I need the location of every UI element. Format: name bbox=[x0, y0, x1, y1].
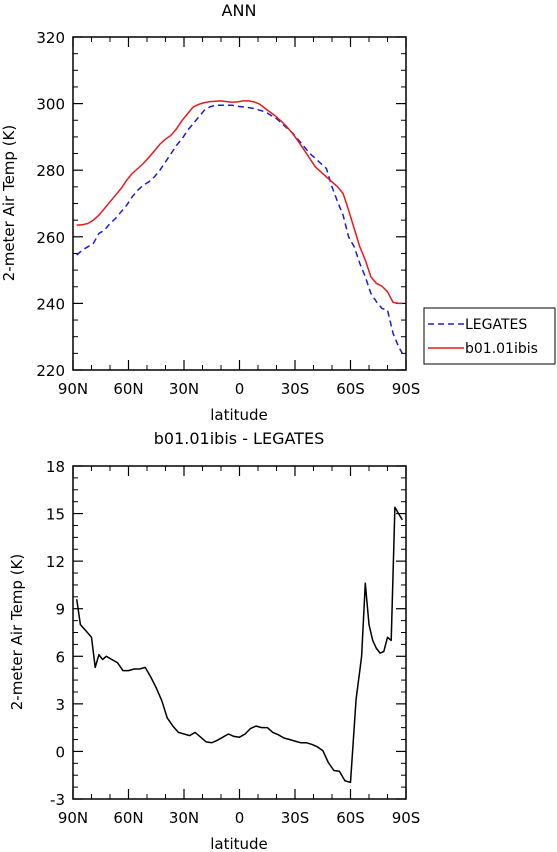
x-tick-label: 60S bbox=[336, 380, 365, 398]
y-tick-label: 300 bbox=[36, 96, 65, 114]
y-tick-label: 320 bbox=[36, 29, 65, 47]
x-tick-label: 30N bbox=[169, 380, 199, 398]
x-tick-label: 0 bbox=[235, 380, 245, 398]
y-tick-label: 6 bbox=[55, 648, 65, 666]
series-line-legates bbox=[76, 104, 403, 354]
y-tick-label: 220 bbox=[36, 362, 65, 380]
chart-bottom-xlabel: latitude bbox=[210, 835, 268, 852]
y-tick-label: 3 bbox=[55, 696, 65, 714]
y-tick-label: 15 bbox=[46, 506, 65, 524]
chart-top-xlabel: latitude bbox=[210, 406, 268, 424]
y-tick-label: -3 bbox=[50, 791, 65, 809]
chart-top-series bbox=[76, 100, 403, 354]
chart-bottom-ylabel: 2-meter Air Temp (K) bbox=[8, 554, 26, 711]
legend-label-b01-01ibis: b01.01ibis bbox=[465, 341, 538, 357]
chart-top-grid-ticks: 220 240 260 280 300 320 90N 60N 30N 0 30S 60S 90S bbox=[36, 29, 420, 398]
x-tick-label: 90N bbox=[58, 380, 88, 398]
x-tick-label: 90S bbox=[392, 380, 421, 398]
chart-top-plot-frame bbox=[72, 36, 407, 371]
legend-label-legates: LEGATES bbox=[465, 317, 527, 333]
chart-bottom-title: b01.01ibis - LEGATES bbox=[154, 429, 324, 448]
x-tick-label: 0 bbox=[235, 809, 245, 827]
x-tick-label: 60N bbox=[113, 380, 143, 398]
chart-bottom: b01.01ibis - LEGATES -3 0 3 6 9 12 15 18 90N 60N 3… bbox=[8, 429, 420, 852]
chart-top-legend: LEGATES b01.01ibis bbox=[423, 307, 556, 365]
chart-top: ANN 220 240 260 280 300 320 90N 60N 30N 0 30S 60S 90… bbox=[0, 1, 556, 424]
chart-bottom-grid-ticks: -3 0 3 6 9 12 15 18 90N 60N 30N 0 30S 60S 90S bbox=[46, 458, 420, 827]
series-line-b01-01ibis bbox=[76, 100, 403, 305]
chart-bottom-series bbox=[75, 506, 403, 784]
chart-bottom-plot-frame bbox=[72, 465, 407, 800]
x-tick-label: 90N bbox=[58, 809, 88, 827]
legend-box bbox=[423, 307, 556, 365]
y-tick-label: 0 bbox=[55, 743, 65, 761]
x-tick-label: 30N bbox=[169, 809, 199, 827]
y-tick-label: 12 bbox=[46, 553, 65, 571]
series-line-difference bbox=[75, 506, 403, 784]
x-tick-label: 30S bbox=[281, 809, 310, 827]
y-tick-label: 18 bbox=[46, 458, 65, 476]
chart-top-title: ANN bbox=[222, 1, 257, 20]
x-tick-label: 90S bbox=[392, 809, 421, 827]
y-tick-label: 240 bbox=[36, 295, 65, 313]
x-tick-label: 60N bbox=[113, 809, 143, 827]
y-tick-label: 260 bbox=[36, 229, 65, 247]
x-tick-label: 30S bbox=[281, 380, 310, 398]
chart-top-ylabel: 2-meter Air Temp (K) bbox=[0, 125, 18, 282]
y-tick-label: 9 bbox=[55, 601, 65, 619]
x-tick-label: 60S bbox=[336, 809, 365, 827]
y-tick-label: 280 bbox=[36, 162, 65, 180]
